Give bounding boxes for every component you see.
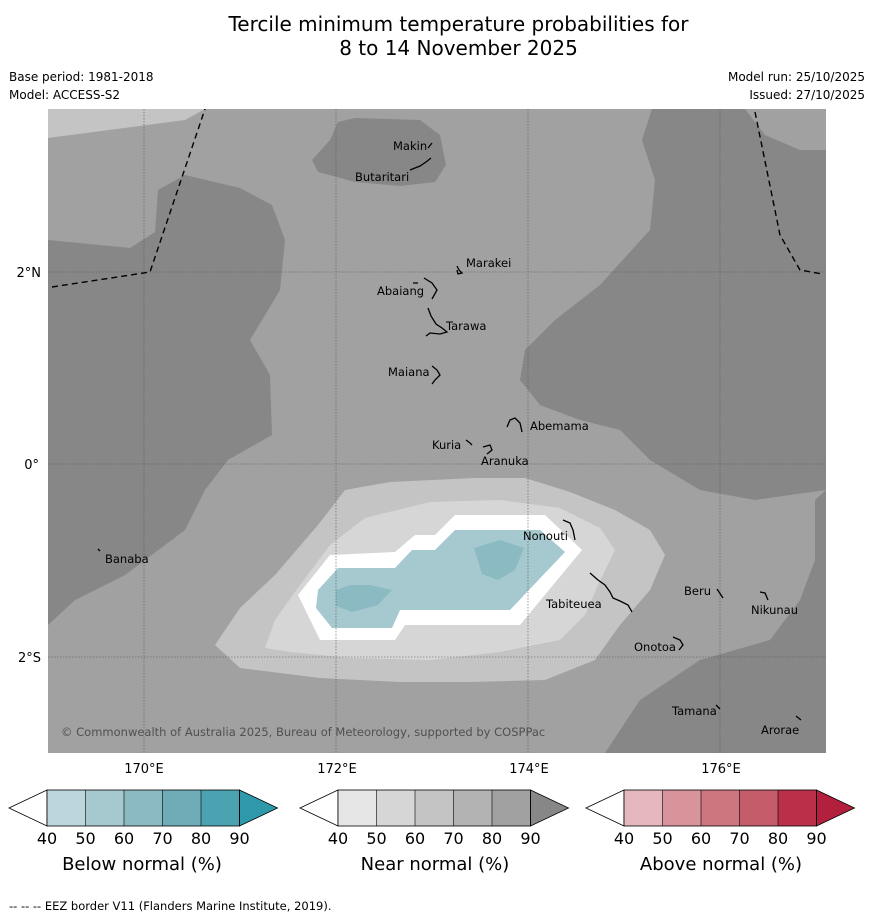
colorbar-label-near: Near normal (%) — [360, 854, 510, 875]
colorbar-segment — [376, 790, 415, 826]
island-label-banaba: Banaba — [105, 552, 149, 566]
colorbar-frame — [623, 789, 817, 827]
island-label-tarawa: Tarawa — [445, 319, 486, 333]
title-line-1: Tercile minimum temperature probabilitie… — [228, 12, 689, 36]
island-labels: Makin Butaritari Marakei Abaiang Tarawa … — [105, 139, 799, 737]
probability-field: Makin Butaritari Marakei Abaiang Tarawa … — [48, 109, 826, 753]
issued-date: Issued: 27/10/2025 — [749, 88, 865, 102]
island-label-marakei: Marakei — [466, 256, 511, 270]
near-normal-80-90-east — [520, 109, 826, 500]
eez-footnote: -- -- -- EEZ border V11 (Flanders Marine… — [9, 899, 332, 913]
model-name: Model: ACCESS-S2 — [9, 88, 121, 102]
colorbar-tick-label: 50 — [366, 829, 386, 848]
below-normal-60-70-east — [474, 540, 524, 580]
colorbar-segment — [162, 790, 201, 826]
colorbar-extend-low — [8, 789, 48, 827]
colorbar-tick-label: 40 — [328, 829, 348, 848]
colorbar-extend-high — [239, 789, 279, 827]
colorbar-segment — [201, 790, 240, 826]
island-label-butaritari: Butaritari — [355, 170, 409, 184]
colorbar-near: 40 50 60 70 80 90 — [299, 789, 570, 848]
colorbar-extend-high — [816, 789, 856, 827]
island-label-beru: Beru — [684, 584, 711, 598]
island-label-kuria: Kuria — [432, 438, 461, 452]
colorbar-tick-label: 50 — [75, 829, 95, 848]
colorbar-tick-label: 60 — [405, 829, 425, 848]
colorbar-tick-label: 70 — [152, 829, 172, 848]
longitude-labels: 170°E 172°E 174°E 176°E — [124, 762, 741, 777]
lon-label-170e: 170°E — [124, 762, 164, 777]
colorbar-tick-label: 90 — [229, 829, 249, 848]
colorbar-above: 40 50 60 70 80 90 — [585, 789, 856, 848]
near-normal-80-90-se — [605, 109, 826, 753]
island-label-nonouti: Nonouti — [523, 529, 568, 543]
colorbar-segment — [85, 790, 124, 826]
colorbars: 40 50 60 70 80 90 40 50 60 70 80 90 40 50 60 70 80 90 — [8, 789, 856, 848]
island-shapes — [97, 142, 802, 721]
model-run: Model run: 25/10/2025 — [727, 70, 865, 84]
colorbar-segment — [778, 790, 817, 826]
island-label-maiana: Maiana — [388, 365, 430, 379]
colorbar-label-above: Above normal (%) — [639, 854, 803, 875]
colorbar-segment — [492, 790, 531, 826]
lat-label-2s: 2°S — [18, 651, 41, 666]
colorbar-segment — [739, 790, 778, 826]
lat-label-2n: 2°N — [17, 266, 42, 281]
colorbar-below: 40 50 60 70 80 90 — [8, 789, 279, 848]
colorbar-frame — [46, 789, 240, 827]
island-label-tamana: Tamana — [671, 704, 717, 718]
lat-label-0: 0° — [24, 458, 39, 473]
colorbar-extend-low — [299, 789, 339, 827]
colorbar-tick-label: 70 — [443, 829, 463, 848]
colorbar-tick-label: 80 — [191, 829, 211, 848]
island-label-aranuka: Aranuka — [481, 454, 529, 468]
island-label-makin: Makin — [393, 139, 427, 153]
colorbar-tick-label: 80 — [482, 829, 502, 848]
colorbar-tick-label: 70 — [729, 829, 749, 848]
island-label-tabiteuea: Tabiteuea — [545, 597, 602, 611]
copyright-notice: © Commonwealth of Australia 2025, Bureau… — [61, 725, 545, 739]
island-label-abaiang: Abaiang — [377, 284, 424, 298]
near-normal-80-90-west — [48, 175, 285, 625]
lon-label-174e: 174°E — [509, 762, 549, 777]
eez-borders — [51, 109, 823, 288]
island-label-abemama: Abemama — [530, 419, 589, 433]
colorbar-tick-label: 50 — [652, 829, 672, 848]
colorbar-tick-label: 80 — [768, 829, 788, 848]
island-label-onotoa: Onotoa — [634, 640, 676, 654]
colorbar-tick-label: 90 — [806, 829, 826, 848]
colorbar-segment — [662, 790, 701, 826]
colorbar-tick-label: 40 — [37, 829, 57, 848]
colorbar-label-below: Below normal (%) — [62, 854, 222, 875]
near-normal-60-70-nw — [48, 109, 205, 138]
colorbar-segment — [47, 790, 86, 826]
colorbar-segment — [415, 790, 454, 826]
meta-left: Base period: 1981-2018 Model: ACCESS-S2 — [9, 68, 154, 104]
island-label-arorae: Arorae — [761, 723, 799, 737]
colorbar-extend-high — [530, 789, 570, 827]
colorbar-frame — [337, 789, 531, 827]
colorbar-tick-label: 40 — [614, 829, 634, 848]
colorbar-segment — [624, 790, 663, 826]
base-period: Base period: 1981-2018 — [9, 70, 154, 84]
graticule — [48, 109, 826, 753]
colorbar-segment — [453, 790, 492, 826]
colorbar-tick-label: 60 — [691, 829, 711, 848]
below-normal-60-70-west — [336, 585, 392, 612]
title-line-2: 8 to 14 November 2025 — [339, 36, 578, 60]
colorbar-extend-low — [585, 789, 625, 827]
latitude-labels: 2°N 0° 2°S — [17, 266, 42, 666]
meta-right: Model run: 25/10/2025 Issued: 27/10/2025 — [728, 68, 865, 104]
island-label-nikunau: Nikunau — [751, 603, 798, 617]
colorbar-segment — [124, 790, 163, 826]
map-title: Tercile minimum temperature probabilitie… — [0, 12, 873, 60]
lon-label-172e: 172°E — [317, 762, 357, 777]
colorbar-tick-label: 90 — [520, 829, 540, 848]
colorbar-segment — [338, 790, 377, 826]
lon-label-176e: 176°E — [701, 762, 741, 777]
colorbar-segment — [701, 790, 740, 826]
colorbar-tick-label: 60 — [114, 829, 134, 848]
